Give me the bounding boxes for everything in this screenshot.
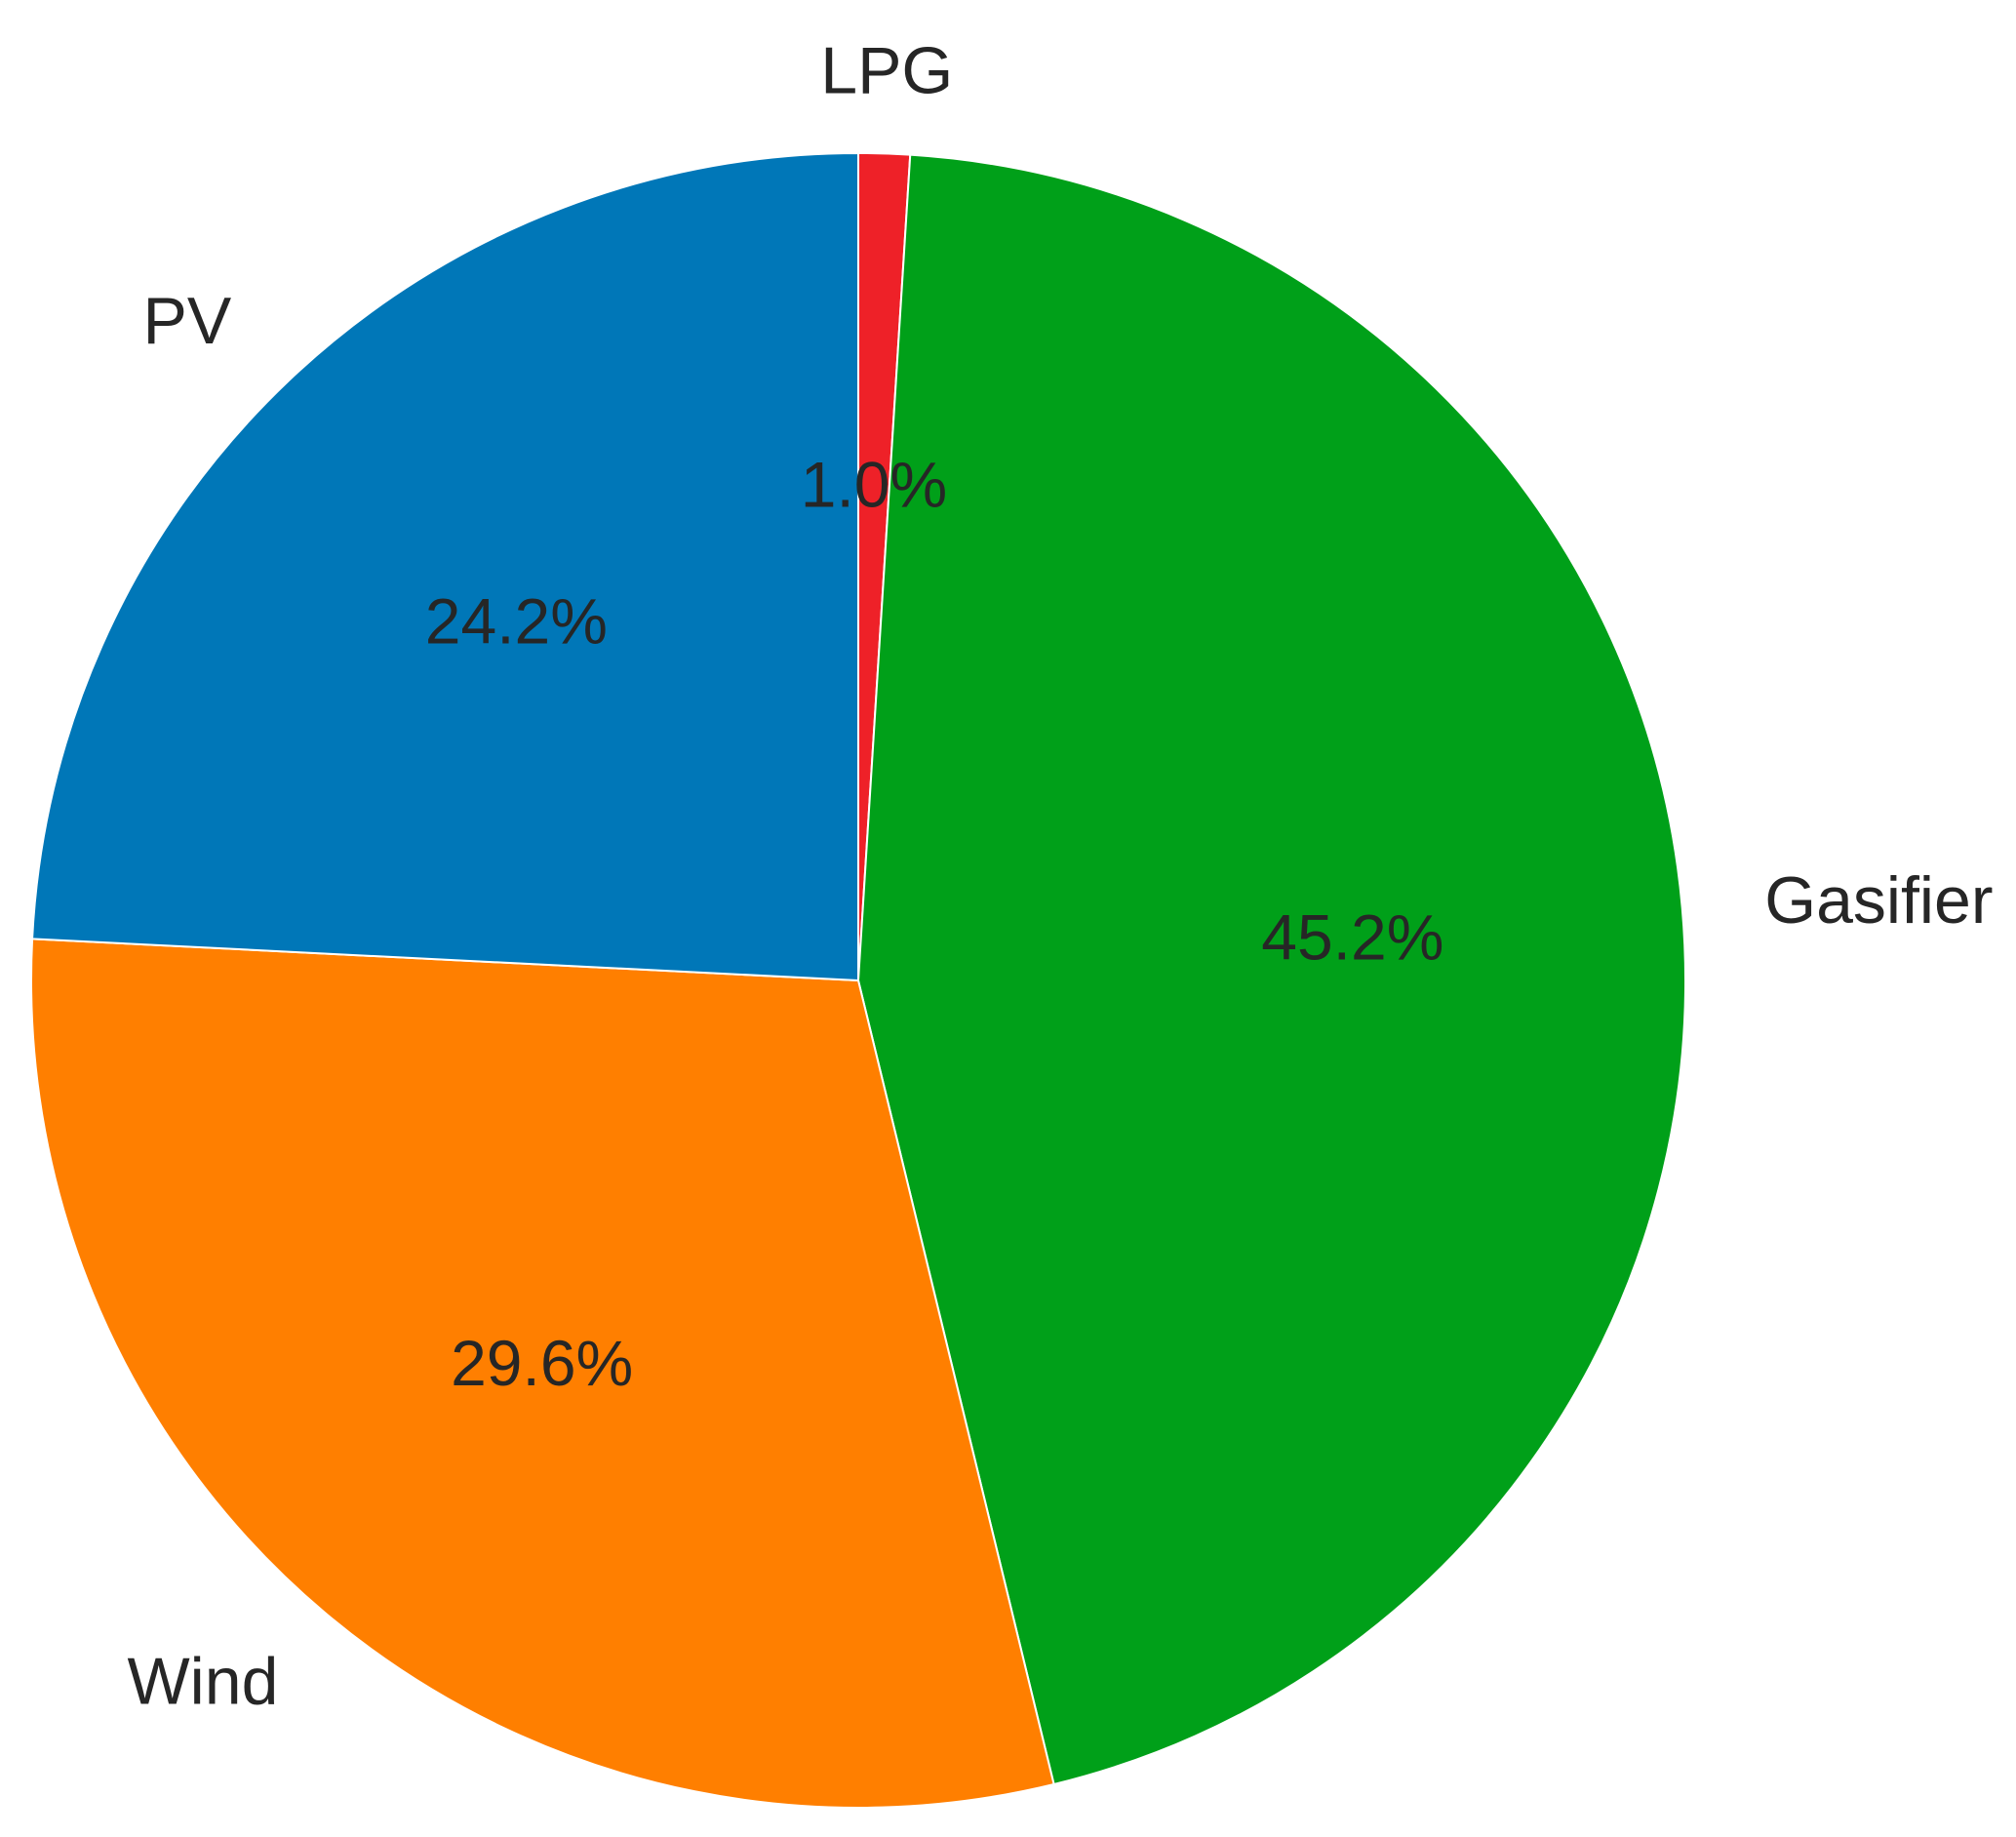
pie-value-label-gasifier: 45.2% — [1261, 900, 1443, 973]
pie-slices — [30, 151, 1686, 1809]
pie-category-label-wind: Wind — [127, 1645, 278, 1719]
pie-category-label-pv: PV — [142, 284, 231, 358]
pie-category-label-gasifier: Gasifier — [1764, 863, 1993, 938]
pie-category-label-lpg: LPG — [820, 34, 953, 108]
pie-value-label-lpg: 1.0% — [801, 448, 947, 520]
pie-labels: 1.0% LPG 45.2% Gasifier 29.6% Wind 24.2% PV — [127, 34, 1993, 1719]
pie-value-label-pv: 24.2% — [425, 584, 608, 657]
pie-slice-pv — [31, 151, 859, 982]
pie-slice-gasifier — [856, 153, 1686, 1786]
pie-slice-wind — [30, 938, 1055, 1809]
pie-value-label-wind: 29.6% — [451, 1327, 633, 1399]
